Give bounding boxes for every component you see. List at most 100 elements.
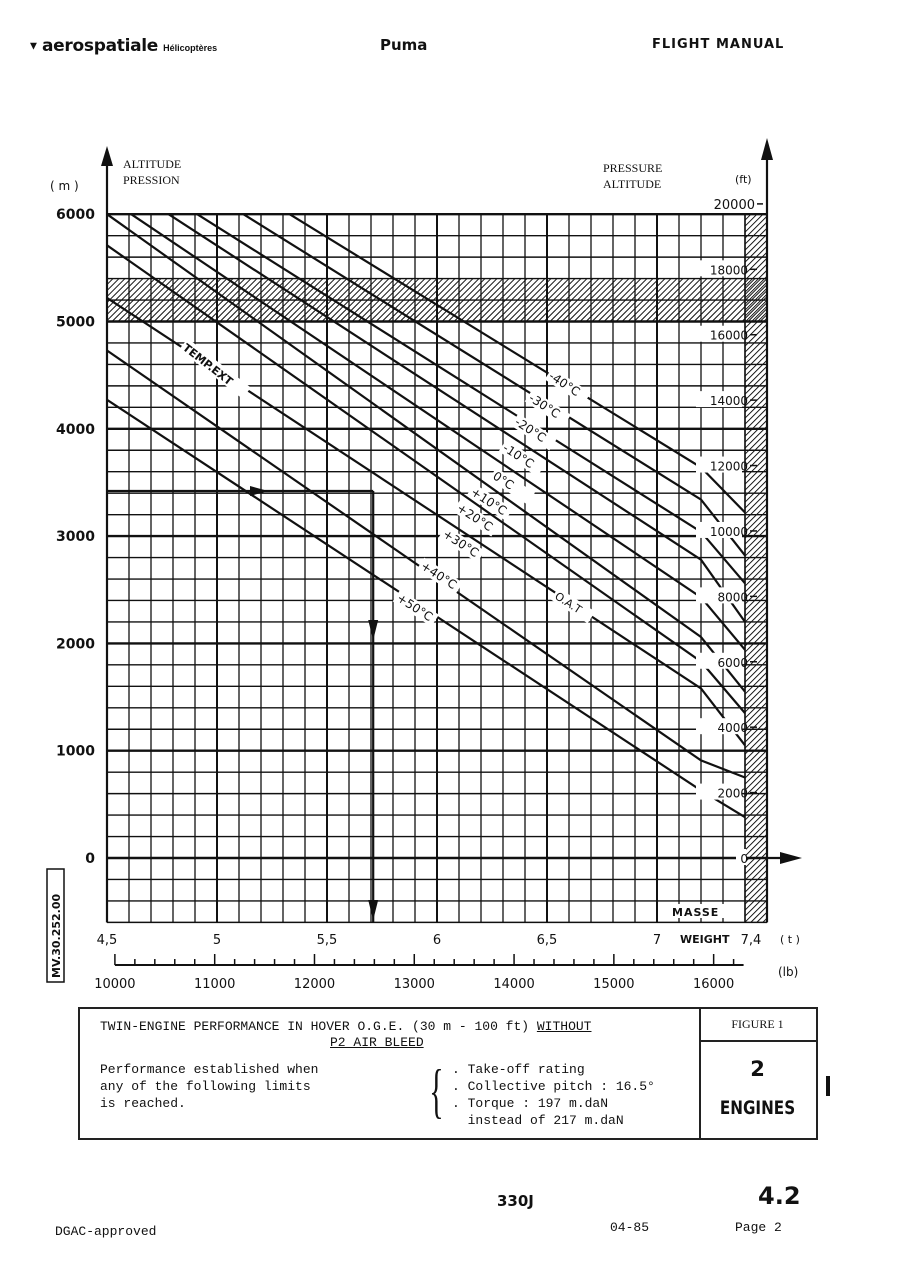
hatch-weight-limit bbox=[744, 497, 768, 521]
hatch-weight-limit bbox=[744, 407, 768, 431]
hatch-weight-limit bbox=[744, 239, 768, 263]
hatch-weight-limit bbox=[744, 383, 768, 407]
hatch-weight-limit bbox=[744, 821, 768, 845]
hatch-weight-limit bbox=[744, 815, 768, 839]
temperature-curve bbox=[168, 213, 746, 623]
hatch-weight-limit bbox=[744, 527, 768, 551]
x-axis-unit-t: ( t ) bbox=[780, 933, 800, 946]
hatch-weight-limit bbox=[744, 371, 768, 395]
hatch-weight-limit bbox=[744, 869, 768, 893]
x-axis-unit-lb: (lb) bbox=[778, 965, 798, 979]
y-tick-label-m: 1000 bbox=[56, 744, 95, 760]
hatch-weight-limit bbox=[744, 413, 768, 437]
grid bbox=[106, 212, 768, 924]
hatch-altitude-limit bbox=[753, 308, 768, 322]
y-axis-title-right: PRESSURE bbox=[603, 161, 662, 175]
label-background bbox=[696, 456, 742, 473]
hatch-weight-limit bbox=[744, 749, 768, 773]
curve-label: -30°C bbox=[526, 391, 562, 421]
y-axis-unit-ft: (ft) bbox=[735, 173, 752, 186]
x-tick-label-t: 5,5 bbox=[317, 933, 338, 948]
y-tick-label-m: 3000 bbox=[56, 529, 95, 545]
hatch-weight-limit bbox=[744, 761, 768, 785]
hatch-weight-limit bbox=[744, 353, 768, 377]
y-tick-label-ft: 10000 bbox=[710, 525, 748, 539]
hatch-weight-limit bbox=[744, 263, 768, 287]
hatch-weight-limit bbox=[744, 689, 768, 713]
x-axis-label-weight: WEIGHT bbox=[680, 933, 730, 946]
limit-item: instead of 217 m.daN bbox=[452, 1113, 624, 1128]
hatch-weight-limit bbox=[744, 401, 768, 425]
hatch-weight-limit bbox=[744, 539, 768, 563]
footer-date: 04-85 bbox=[610, 1220, 650, 1235]
hatch-weight-limit bbox=[744, 701, 768, 725]
axes bbox=[101, 138, 802, 923]
hatch-weight-limit bbox=[744, 227, 768, 251]
example-path bbox=[107, 486, 379, 923]
hatch-altitude-limit bbox=[106, 278, 126, 297]
y-axis-title-left: PRESSION bbox=[123, 173, 180, 187]
hatch-weight-limit bbox=[744, 635, 768, 659]
hatch-weight-limit bbox=[744, 305, 768, 329]
hatch-weight-limit bbox=[750, 905, 768, 923]
label-background bbox=[179, 338, 251, 399]
hatch-weight-limit bbox=[744, 773, 768, 797]
hatch-weight-limit bbox=[744, 605, 768, 629]
hatch-weight-limit bbox=[744, 213, 758, 227]
hatch-weight-limit bbox=[744, 629, 768, 653]
brand-sub: Hélicoptères bbox=[163, 43, 218, 53]
hatch-weight-limit bbox=[744, 329, 768, 353]
hatch-weight-limit bbox=[744, 737, 768, 761]
hatch-altitude-limit bbox=[735, 290, 768, 322]
y-tick-label-m: 6000 bbox=[56, 207, 95, 223]
y-axis-title-right: ALTITUDE bbox=[603, 177, 661, 191]
footer-approval: DGAC-approved bbox=[55, 1224, 157, 1239]
x-tick-label-t: 7,4 bbox=[741, 933, 762, 948]
y-tick-label-m: 2000 bbox=[56, 636, 95, 652]
hatch-weight-limit bbox=[744, 665, 768, 689]
x-tick-label-lb: 13000 bbox=[394, 977, 435, 992]
label-background bbox=[524, 389, 571, 427]
label-background bbox=[696, 260, 742, 277]
y-tick-label-ft: 6000 bbox=[717, 656, 748, 670]
y-tick-label-ft: 16000 bbox=[710, 329, 748, 343]
hatch-weight-limit bbox=[744, 515, 768, 539]
hatch-weight-limit bbox=[744, 491, 768, 515]
y-tick-label-ft: 0 bbox=[740, 852, 748, 866]
label-background bbox=[696, 718, 742, 735]
hatch-weight-limit bbox=[744, 707, 768, 731]
arrow-up-icon bbox=[101, 146, 113, 166]
label-background bbox=[696, 783, 742, 800]
y-tick-label-m: 0 bbox=[85, 851, 95, 867]
arrow-down-icon bbox=[368, 620, 379, 640]
hatch-weight-limit bbox=[744, 443, 768, 467]
temperature-curves bbox=[106, 213, 746, 819]
hatch-weight-limit bbox=[744, 455, 768, 479]
stamp-text: MV.30.252.00 bbox=[50, 893, 63, 978]
hatch-weight-limit bbox=[744, 743, 768, 767]
label-background bbox=[488, 467, 535, 505]
hatch-weight-limit bbox=[744, 275, 768, 299]
label-background bbox=[696, 587, 742, 604]
hatch-weight-limit bbox=[744, 335, 768, 359]
hatch-weight-limit bbox=[744, 677, 768, 701]
hatch-weight-limit bbox=[744, 755, 768, 779]
hatch-weight-limit bbox=[744, 569, 768, 593]
hatch-weight-limit bbox=[744, 533, 768, 557]
figure-caption-box: TWIN-ENGINE PERFORMANCE IN HOVER O.G.E. … bbox=[78, 1007, 818, 1140]
x-tick-label-lb: 12000 bbox=[294, 977, 335, 992]
footer-model: 330J bbox=[497, 1192, 534, 1210]
brand-logo: ▼ aerospatiale Hélicoptères bbox=[30, 36, 217, 56]
label-background bbox=[668, 904, 740, 918]
hatched-areas bbox=[106, 213, 768, 923]
hatch-weight-limit bbox=[744, 791, 768, 815]
manual-title: FLIGHT MANUAL bbox=[652, 37, 785, 52]
hatch-weight-limit bbox=[744, 485, 768, 509]
x-tick-label-lb: 16000 bbox=[693, 977, 734, 992]
hatch-weight-limit bbox=[744, 713, 768, 737]
hatch-weight-limit bbox=[744, 899, 768, 923]
hatch-altitude-limit bbox=[106, 278, 120, 291]
arrow-right-icon bbox=[250, 486, 268, 497]
hatch-weight-limit bbox=[744, 221, 768, 245]
hatch-weight-limit bbox=[744, 269, 768, 293]
